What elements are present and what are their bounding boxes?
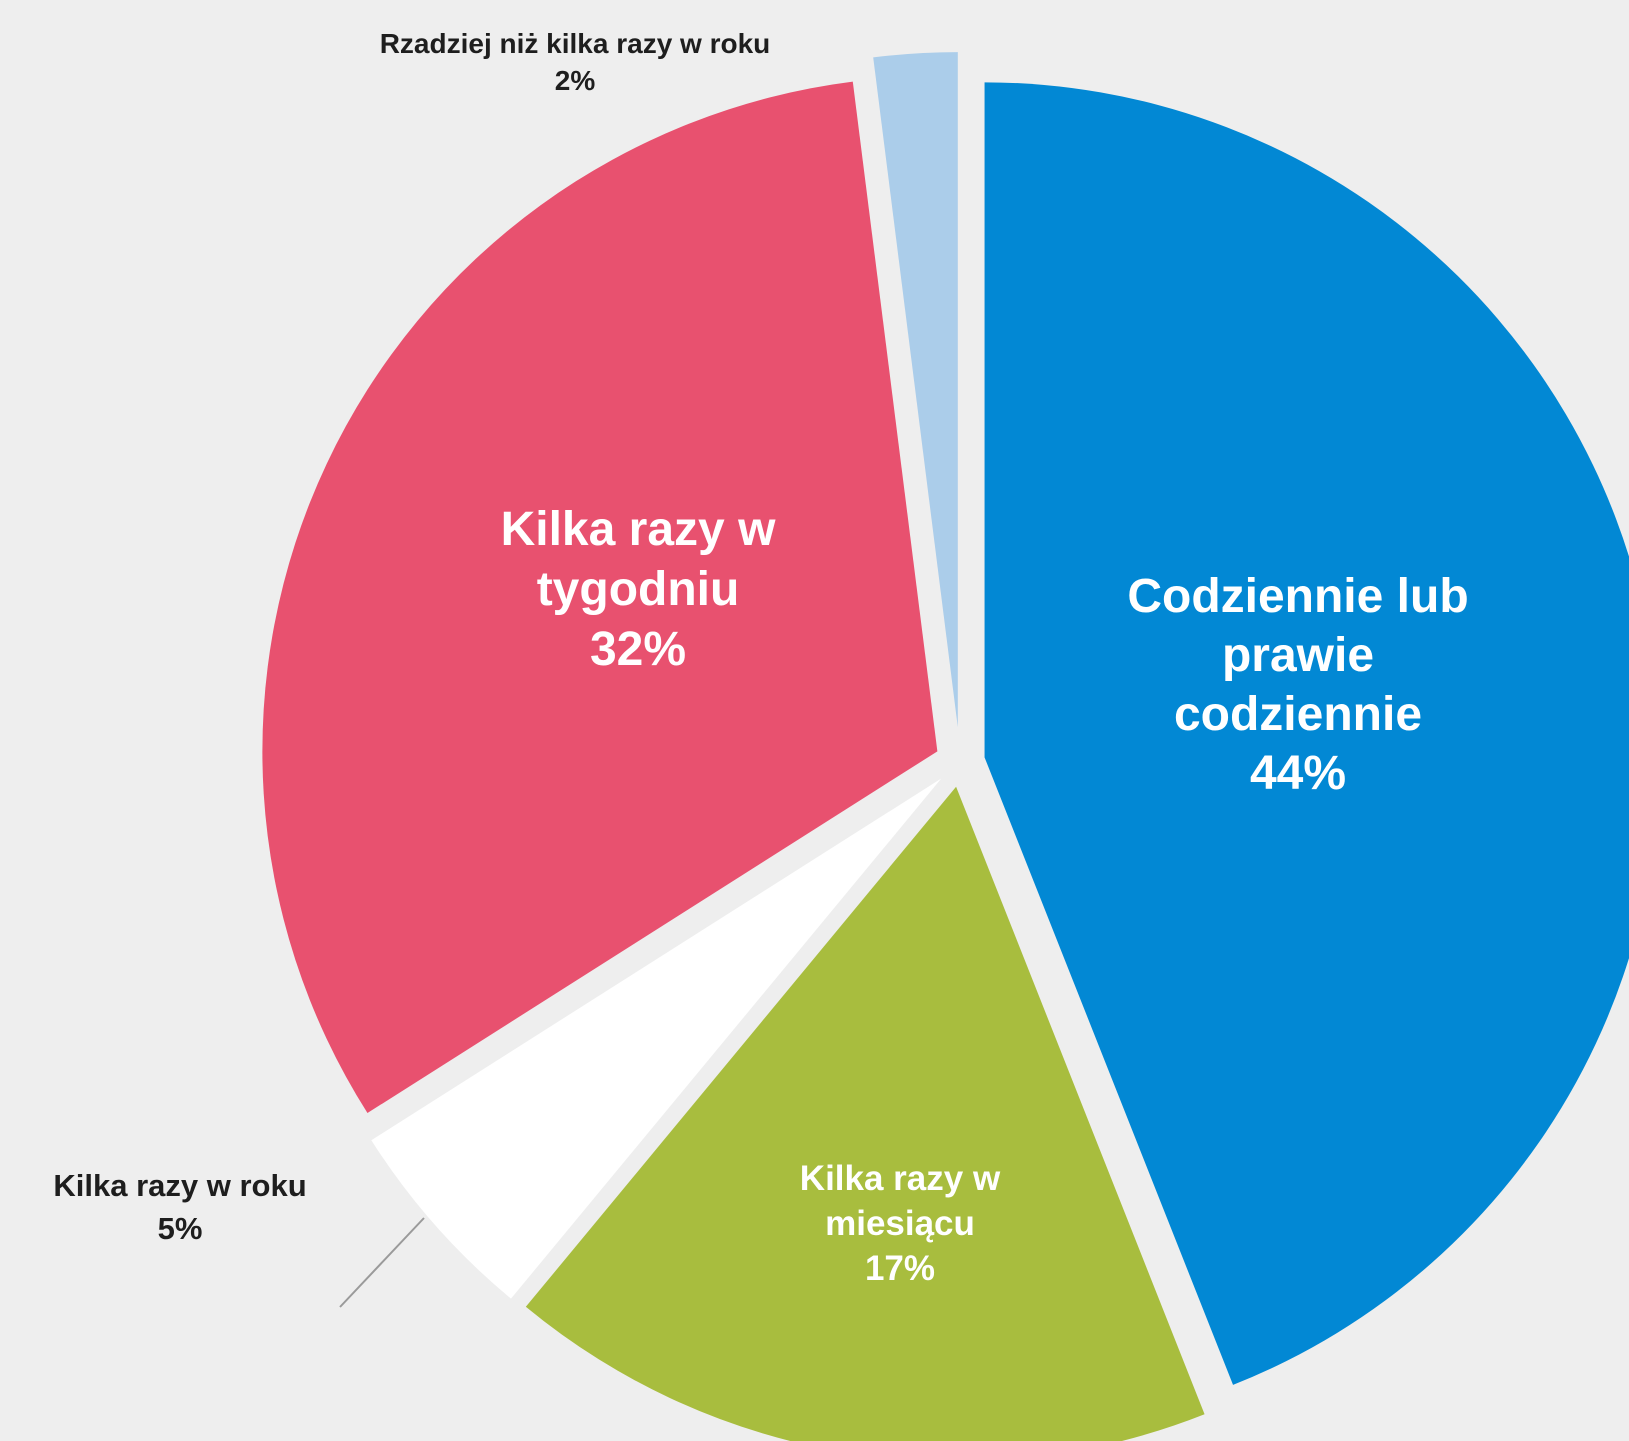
- slice-name-line: Kilka razy w: [800, 1159, 1001, 1198]
- slice-label: Codziennie lub prawie codziennie 44%: [1127, 570, 1468, 800]
- slice-value-label: 32%: [590, 623, 686, 676]
- pie-slice: [262, 81, 938, 1114]
- slice-name-line: miesiącu: [825, 1204, 975, 1243]
- pie-slice: [984, 82, 1629, 1385]
- slice-name-line: tygodniu: [537, 563, 740, 616]
- pie-slice: [873, 52, 958, 728]
- pie-slice: [525, 786, 1205, 1441]
- slice-name-line: Kilka razy w roku: [53, 1168, 306, 1203]
- pie-labels: Codziennie lub prawie codziennie 44% Kilka r…: [53, 28, 1469, 1308]
- slice-value-label: 2%: [555, 65, 596, 96]
- slice-name-line: prawie: [1222, 629, 1374, 682]
- slice-name-line: Codziennie lub: [1127, 570, 1468, 623]
- slice-value-label: 44%: [1250, 747, 1346, 800]
- slice-label: Kilka razy w roku 5%: [53, 1168, 306, 1246]
- slice-name-line: codziennie: [1174, 688, 1422, 741]
- pie-slices: [262, 52, 1629, 1441]
- slice-value-label: 5%: [158, 1211, 203, 1246]
- slice-label: Kilka razy w tygodniu 32%: [501, 503, 776, 676]
- slice-name-line: Rzadziej niż kilka razy w roku: [380, 28, 771, 59]
- slice-value-label: 17%: [865, 1249, 935, 1288]
- slice-label: Kilka razy w miesiącu 17%: [800, 1159, 1001, 1288]
- slice-label: Rzadziej niż kilka razy w roku 2%: [380, 28, 771, 96]
- slice-name-line: Kilka razy w: [501, 503, 776, 556]
- leader-line: [339, 1217, 425, 1308]
- pie-slice: [371, 778, 942, 1299]
